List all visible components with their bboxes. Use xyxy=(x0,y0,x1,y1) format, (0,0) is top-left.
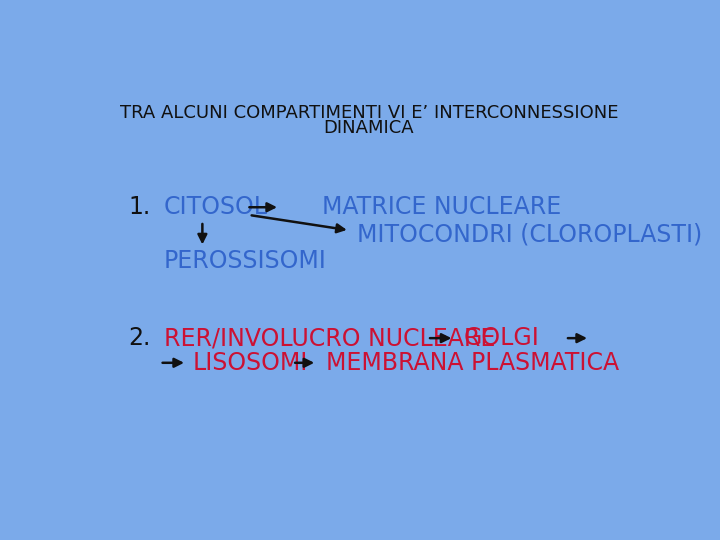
Text: CITOSOL: CITOSOL xyxy=(163,195,268,219)
Text: DINAMICA: DINAMICA xyxy=(324,119,414,137)
Text: PEROSSISOMI: PEROSSISOMI xyxy=(163,249,326,273)
Text: GOLGI: GOLGI xyxy=(464,326,539,350)
Text: 2.: 2. xyxy=(129,326,151,350)
Text: RER/INVOLUCRO NUCLEARE: RER/INVOLUCRO NUCLEARE xyxy=(163,326,495,350)
Text: 1.: 1. xyxy=(129,195,151,219)
Text: MATRICE NUCLEARE: MATRICE NUCLEARE xyxy=(323,195,562,219)
Text: TRA ALCUNI COMPARTIMENTI VI E’ INTERCONNESSIONE: TRA ALCUNI COMPARTIMENTI VI E’ INTERCONN… xyxy=(120,104,618,122)
Text: LISOSOMI: LISOSOMI xyxy=(193,351,308,375)
Text: MEMBRANA PLASMATICA: MEMBRANA PLASMATICA xyxy=(326,351,619,375)
Text: MITOCONDRI (CLOROPLASTI): MITOCONDRI (CLOROPLASTI) xyxy=(357,222,703,246)
